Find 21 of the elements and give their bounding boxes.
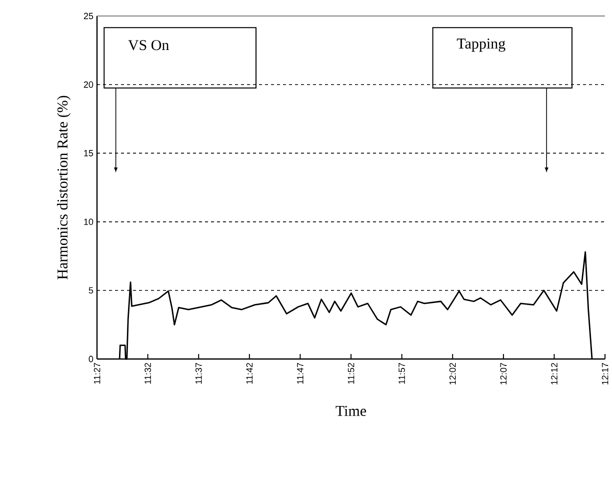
x-tick-label: 12:17 <box>602 362 608 384</box>
y-tick-label: 20 <box>84 81 94 88</box>
annotation: Tapping <box>456 38 506 52</box>
x-tick-label: 12:12 <box>551 362 558 384</box>
y-axis-title: Harmonics distortion Rate (%) <box>57 96 71 280</box>
x-tick-label: 11:57 <box>398 362 405 384</box>
y-tick-label: 10 <box>84 218 94 225</box>
x-tick-label: 12:07 <box>500 362 507 384</box>
x-tick-label: 11:47 <box>297 362 304 384</box>
x-tick-label: 11:27 <box>94 362 100 384</box>
x-tick-label: 11:37 <box>195 362 202 384</box>
y-tick-label: 15 <box>84 150 94 156</box>
x-tick-label: 11:32 <box>144 362 151 384</box>
y-tick-label: 5 <box>88 287 94 294</box>
x-axis-title: Time <box>336 406 366 416</box>
x-tick-label: 11:52 <box>348 362 354 384</box>
y-tick-label: 25 <box>84 12 94 20</box>
y-tick-label: 0 <box>88 356 94 362</box>
x-tick-label: 11:42 <box>246 362 253 384</box>
x-tick-label: 12:02 <box>449 362 456 384</box>
annotation: VS On <box>128 40 169 50</box>
